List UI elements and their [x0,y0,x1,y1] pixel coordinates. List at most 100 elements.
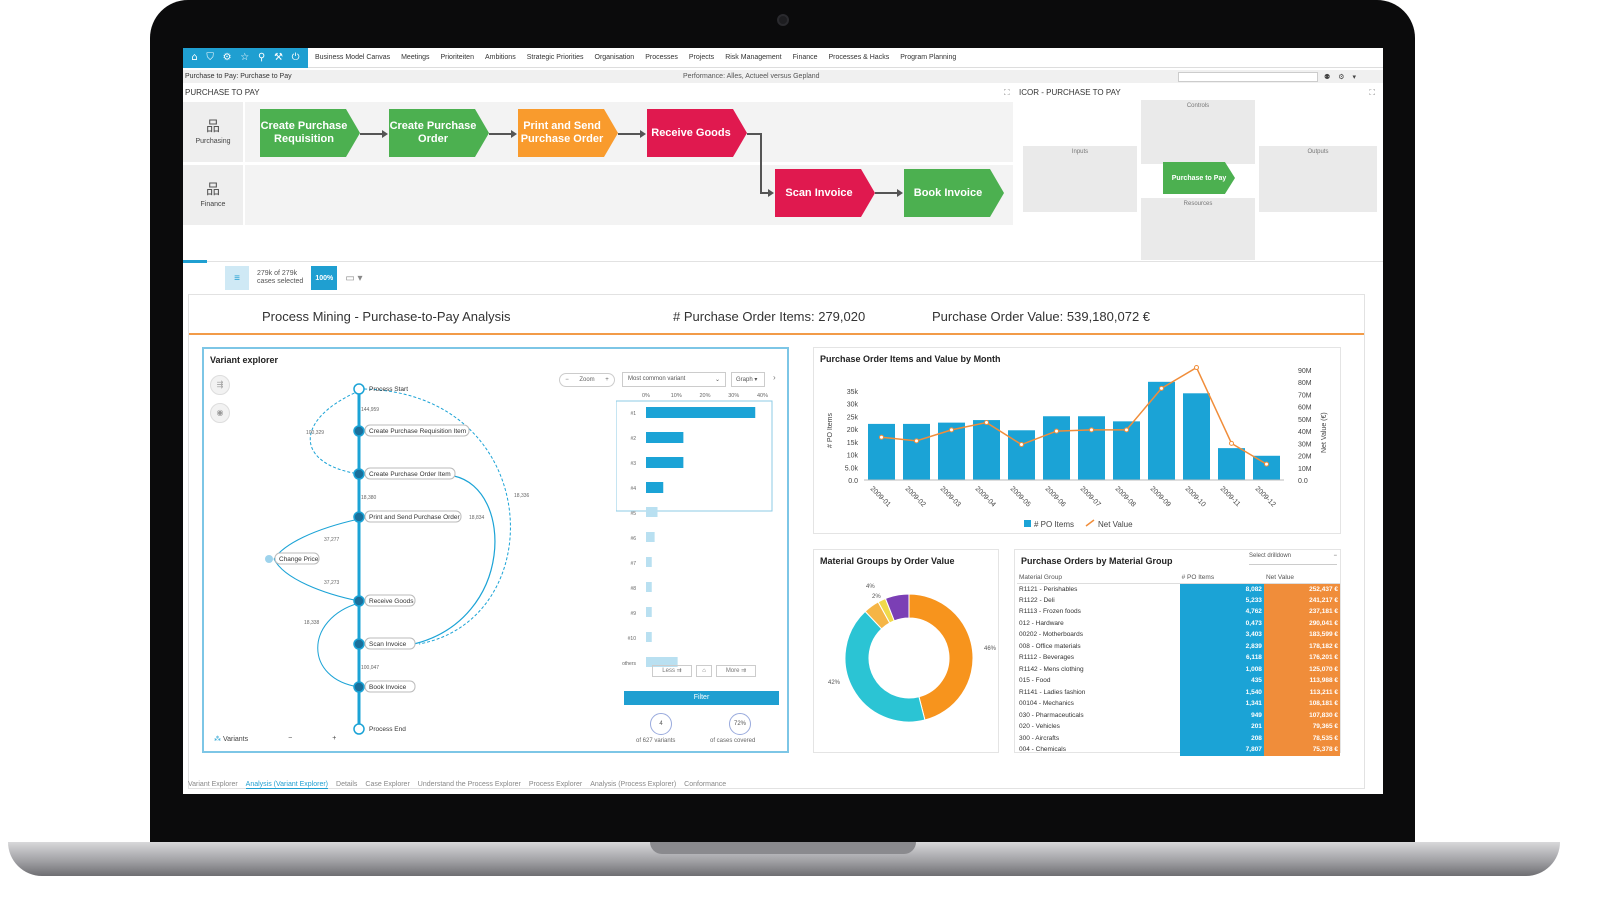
column-header[interactable]: Net Value [1263,572,1340,584]
flow-node-box[interactable] [364,594,416,607]
home-icon[interactable]: ⌂ [696,665,712,677]
table-row[interactable]: 008 - Office materials 2,839 178,182 € [1017,640,1340,652]
sheet-tab[interactable]: Case Explorer [365,781,410,788]
edge[interactable] [273,558,360,602]
bar[interactable] [903,423,930,480]
net-value-line[interactable] [881,366,1267,465]
toolbar-icons[interactable]: ⚉ ⚙ ▾ [1324,73,1359,81]
line-point[interactable] [1054,428,1059,434]
table-row[interactable]: 00104 - Mechanics 1,341 108,181 € [1017,698,1340,710]
icor-process[interactable]: Purchase to Pay [1163,162,1235,194]
menu-item[interactable]: Projects [688,54,715,61]
sheet-tab[interactable]: Variant Explorer [188,781,238,788]
bar[interactable] [1078,416,1105,480]
menu-item[interactable]: Business Model Canvas [315,54,391,61]
line-point[interactable] [914,438,919,444]
table-row[interactable]: R1142 - Mens clothing 1,008 125,070 € [1017,663,1340,675]
filter-icon[interactable]: ⇶ [210,375,230,395]
expand-icon[interactable]: ⛶ [1369,88,1375,97]
variant-bar[interactable] [646,482,664,493]
line-point[interactable] [1159,385,1164,391]
expand-icon[interactable]: ⛶ [1004,88,1010,97]
flow-node[interactable] [353,723,365,735]
month-chart[interactable]: 0.0 5.0k 10k 15k 20k 25k 30k 35k 0.0 10M 20M 30M 40M… [814,348,1340,533]
line-point[interactable] [1019,442,1024,448]
table-row[interactable]: 300 - Aircrafts 208 78,535 € [1017,732,1340,744]
graph-select[interactable]: Graph ▾ [731,372,765,387]
line-point[interactable] [984,420,989,426]
table-row[interactable]: 004 - Chemicals 7,807 75,378 € [1017,744,1340,756]
sheet-tab[interactable]: Understand the Process Explorer [417,781,521,788]
menu-item[interactable]: Processes [645,54,678,61]
menu-item[interactable]: Prioriteiten [440,54,474,61]
variant-bar[interactable] [646,407,756,418]
step-receive-goods[interactable]: Receive Goods [647,109,747,157]
plus-icon[interactable]: + [332,735,337,742]
pin-icon[interactable]: ⚲ [257,52,266,63]
edge[interactable] [413,475,496,645]
variant-sort-select[interactable]: Most common variant ⌄ [622,372,726,387]
menu-item[interactable]: Ambitions [484,54,516,61]
donut-slice[interactable] [844,610,926,723]
zoom-in-icon[interactable]: + [605,377,609,383]
minus-icon[interactable]: − [288,735,293,742]
column-header[interactable]: Material Group [1017,572,1180,584]
menu-item[interactable]: Meetings [401,54,430,61]
flow-node-box[interactable] [364,510,462,523]
line-point[interactable] [949,427,954,433]
more-button[interactable]: More ⇉ [716,665,756,677]
flow-node-box[interactable] [274,552,320,565]
table-row[interactable]: 030 - Pharmaceuticals 949 107,830 € [1017,709,1340,721]
flow-node[interactable] [353,425,365,437]
table-row[interactable]: R1113 - Frozen foods 4,762 237,181 € [1017,606,1340,618]
tools-icon[interactable]: ⚒ [273,52,283,63]
chevron-right-icon[interactable]: › [773,373,776,382]
edge[interactable] [309,390,360,475]
flow-node[interactable] [353,595,365,607]
monitor-icon[interactable]: ▭ ▾ [345,272,363,284]
edge[interactable] [317,602,360,688]
step-scan-invoice[interactable]: Scan Invoice [775,169,875,217]
flow-node-box[interactable] [364,467,456,480]
flow-node[interactable] [353,681,365,693]
home-icon[interactable]: ⌂ [191,52,198,63]
variant-bar[interactable] [646,582,652,592]
variant-bar[interactable] [646,432,684,443]
menu-item[interactable]: Program Planning [900,54,957,61]
variant-bar[interactable] [646,457,684,468]
donut-chart[interactable]: 46% 42% 4% 2% [814,572,998,752]
sheet-tab[interactable]: Conformance [684,781,727,788]
sheet-tab[interactable]: Analysis (Variant Explorer) [245,781,329,789]
step-create-purchase-order[interactable]: Create Purchase Order [389,109,489,157]
flow-node-box[interactable] [364,424,470,437]
filter-button[interactable]: Filter [624,691,779,705]
flow-node[interactable] [353,638,365,650]
menu-icon[interactable]: ≡ [225,266,249,290]
flow-node[interactable] [265,555,273,563]
menu-item[interactable]: Strategic Priorities [526,54,584,61]
bar[interactable] [1148,381,1175,480]
step-print-send-purchase-order[interactable]: Print and Send Purchase Order [518,109,618,157]
table-row[interactable]: 020 - Vehicles 201 79,365 € [1017,721,1340,733]
flow-node[interactable] [353,468,365,480]
step-create-purchase-requisition[interactable]: Create Purchase Requisition [260,109,360,157]
variants-stepper[interactable]: ⁂ Variants − + [214,735,336,743]
menu-item[interactable]: Organisation [594,54,635,61]
table-row[interactable]: R1141 - Ladies fashion 1,540 113,211 € [1017,686,1340,698]
variant-bar[interactable] [646,607,652,617]
breadcrumb[interactable]: Purchase to Pay: Purchase to Pay [185,73,292,80]
table-row[interactable]: R1121 - Perishables 8,082 252,437 € [1017,583,1340,595]
flow-node[interactable] [353,511,365,523]
table-row[interactable]: 00202 - Motherboards 3,403 183,599 € [1017,629,1340,641]
variant-bar-chart[interactable]: 0% 10% 20% 30% 40% #1 #2 #3 #4 #5 #6 #7 #8 #9 #10 other… [616,389,776,689]
column-header[interactable]: # PO Items [1179,572,1264,584]
step-book-invoice[interactable]: Book Invoice [904,169,1004,217]
line-point[interactable] [1229,440,1234,446]
line-point[interactable] [1089,427,1094,433]
zoom-out-icon[interactable]: − [565,377,569,383]
bar[interactable] [1253,455,1280,480]
menu-item[interactable]: Processes & Hacks [828,54,890,61]
bar[interactable] [1043,416,1070,480]
menu-item[interactable]: Finance [792,54,818,61]
line-point[interactable] [1124,427,1129,433]
